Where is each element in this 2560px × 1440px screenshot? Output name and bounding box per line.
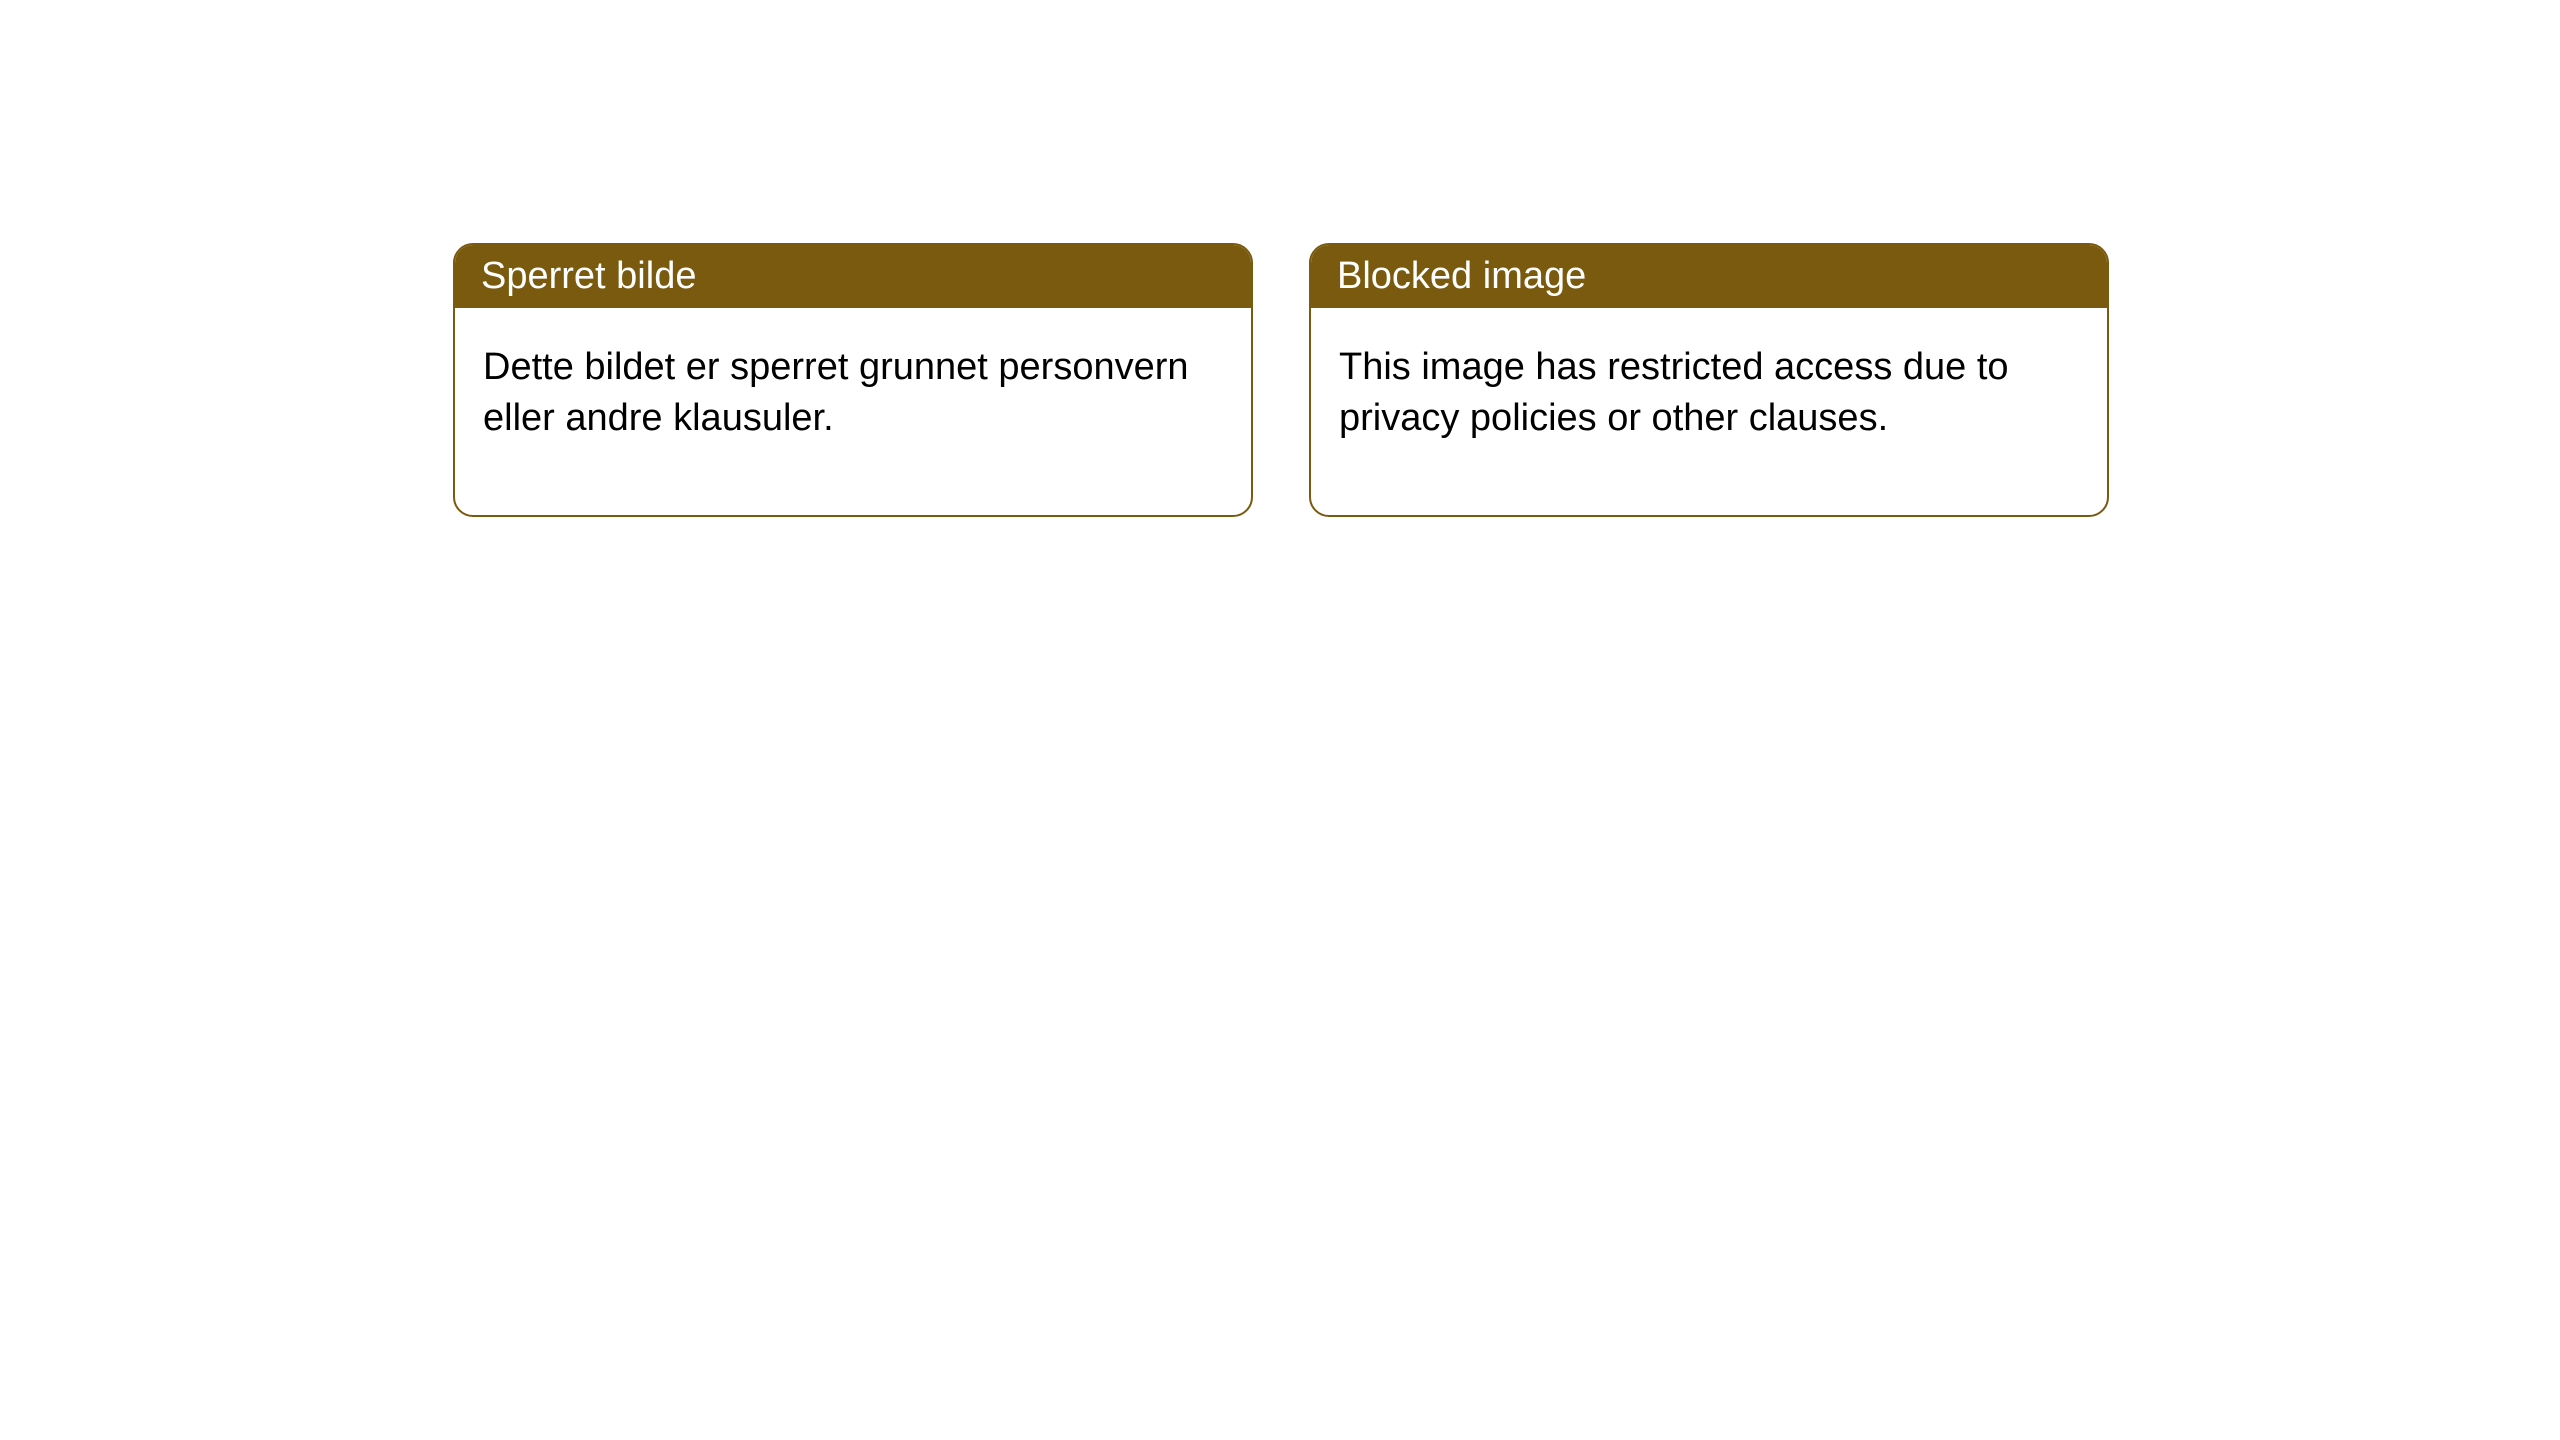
card-body: This image has restricted access due to …: [1311, 308, 2107, 515]
card-title: Blocked image: [1311, 245, 2107, 308]
card-title: Sperret bilde: [455, 245, 1251, 308]
notice-container: Sperret bilde Dette bildet er sperret gr…: [0, 0, 2560, 517]
card-body: Dette bildet er sperret grunnet personve…: [455, 308, 1251, 515]
notice-card-norwegian: Sperret bilde Dette bildet er sperret gr…: [453, 243, 1253, 517]
notice-card-english: Blocked image This image has restricted …: [1309, 243, 2109, 517]
